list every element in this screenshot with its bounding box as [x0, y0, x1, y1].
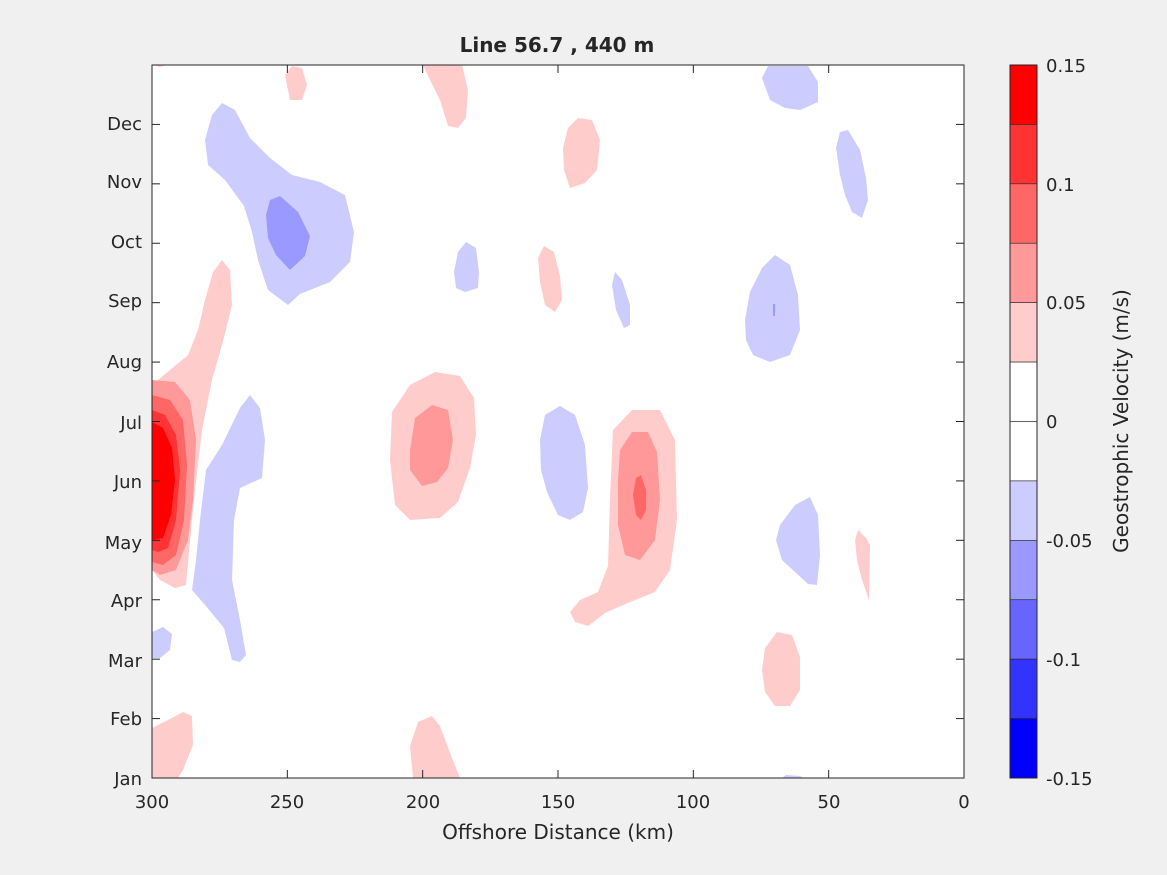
- contour-neg-jun-265: [192, 395, 265, 662]
- contour-pos-top-250: [285, 66, 307, 100]
- contour-pos-may-38: [855, 530, 870, 600]
- y-tick-label: Dec: [107, 114, 142, 135]
- colorbar-cell: [1009, 124, 1038, 185]
- colorbar-cell: [1009, 718, 1038, 779]
- y-tick-label: May: [105, 533, 143, 554]
- colorbar-tick-label: 0.05: [1046, 293, 1086, 314]
- contour-neg-oct-250-medium: [266, 196, 310, 270]
- colorbar-cell: [1009, 658, 1038, 719]
- y-tick-label: Mar: [108, 651, 143, 672]
- y-tick-label: Jan: [113, 769, 142, 790]
- chart-title: Line 56.7 , 440 m: [460, 33, 655, 57]
- colorbar-tick-label: 0: [1046, 412, 1057, 433]
- colorbar-cell: [1009, 183, 1038, 244]
- colorbar-tick-label: 0.1: [1046, 175, 1075, 196]
- y-tick-label: Jul: [119, 413, 142, 434]
- y-tick-labels: Jan Feb Mar Apr May Jun Jul Aug Sep Oct …: [105, 114, 143, 790]
- contour-neg-jan-63: [782, 775, 804, 778]
- y-tick-label: Jun: [113, 472, 142, 493]
- x-tick-marks: [151, 65, 965, 778]
- contour-pos-dec-140: [563, 118, 600, 188]
- x-tick-label: 150: [541, 792, 575, 813]
- colorbar-cell: [1009, 361, 1038, 422]
- negative-contours-medium: [266, 196, 775, 316]
- contour-pos-mar-70: [762, 632, 800, 706]
- contour-neg-nov-40: [836, 130, 868, 218]
- contour-pos-west-125: [152, 422, 175, 540]
- x-axis-label: Offshore Distance (km): [442, 820, 674, 844]
- y-tick-label: Sep: [108, 291, 142, 312]
- y-tick-label: Nov: [107, 172, 142, 193]
- x-tick-label: 0: [958, 792, 969, 813]
- y-tick-marks: [152, 123, 964, 779]
- colorbar-cell: [1009, 302, 1038, 363]
- colorbar-cell: [1009, 421, 1038, 482]
- colorbar-cell: [1009, 599, 1038, 660]
- y-tick-label: Feb: [110, 709, 142, 730]
- contour-pos-jan-295: [152, 712, 193, 778]
- y-tick-label: Apr: [111, 591, 143, 612]
- contour-neg-sep-128: [612, 272, 630, 328]
- colorbar-cell: [1009, 540, 1038, 601]
- contour-neg-mar-300: [152, 627, 172, 658]
- x-tick-label: 100: [676, 792, 710, 813]
- colorbar-tick-label: -0.05: [1046, 531, 1093, 552]
- colorbar-tick-label: -0.15: [1046, 769, 1093, 790]
- colorbar-tick-label: -0.1: [1046, 650, 1081, 671]
- contour-neg-jun-150: [540, 406, 588, 520]
- positive-contours-strong: [152, 395, 646, 565]
- y-tick-label: Oct: [111, 232, 142, 253]
- contour-pos-jan-195: [410, 716, 460, 778]
- colorbar: 0.15 0.1 0.05 0 -0.05 -0.1 -0.15 Geostro…: [1009, 56, 1133, 790]
- y-tick-label: Aug: [107, 352, 142, 373]
- x-tick-label: 200: [406, 792, 440, 813]
- colorbar-cell: [1009, 64, 1038, 125]
- colorbar-tick-label: 0.15: [1046, 56, 1086, 77]
- contour-neg-dec-65: [762, 66, 818, 110]
- x-tick-label: 50: [818, 792, 841, 813]
- contour-pos-sep-155: [538, 246, 562, 312]
- contour-neg-oct-180: [454, 242, 479, 292]
- contour-pos-120km-075: [633, 475, 646, 520]
- contour-neg-may-60: [776, 497, 820, 585]
- colorbar-cell: [1009, 242, 1038, 303]
- plot-area: [151, 64, 965, 779]
- x-tick-labels: 300 250 200 150 100 50 0: [135, 792, 970, 813]
- contour-neg-sep-70-sliver: [773, 304, 775, 316]
- contour-neg-sep-70: [745, 255, 800, 362]
- colorbar-label: Geostrophic Velocity (m/s): [1109, 289, 1133, 553]
- x-tick-label: 300: [135, 792, 169, 813]
- colorbar-cell: [1009, 480, 1038, 541]
- x-tick-label: 250: [270, 792, 304, 813]
- contour-pos-200km-medium: [410, 405, 453, 486]
- contour-pos-top-195: [423, 65, 468, 128]
- colorbar-tick-labels: 0.15 0.1 0.05 0 -0.05 -0.1 -0.15: [1046, 56, 1093, 790]
- colorbar-frame: [1009, 64, 1038, 779]
- colorbar-cells: [1009, 64, 1038, 779]
